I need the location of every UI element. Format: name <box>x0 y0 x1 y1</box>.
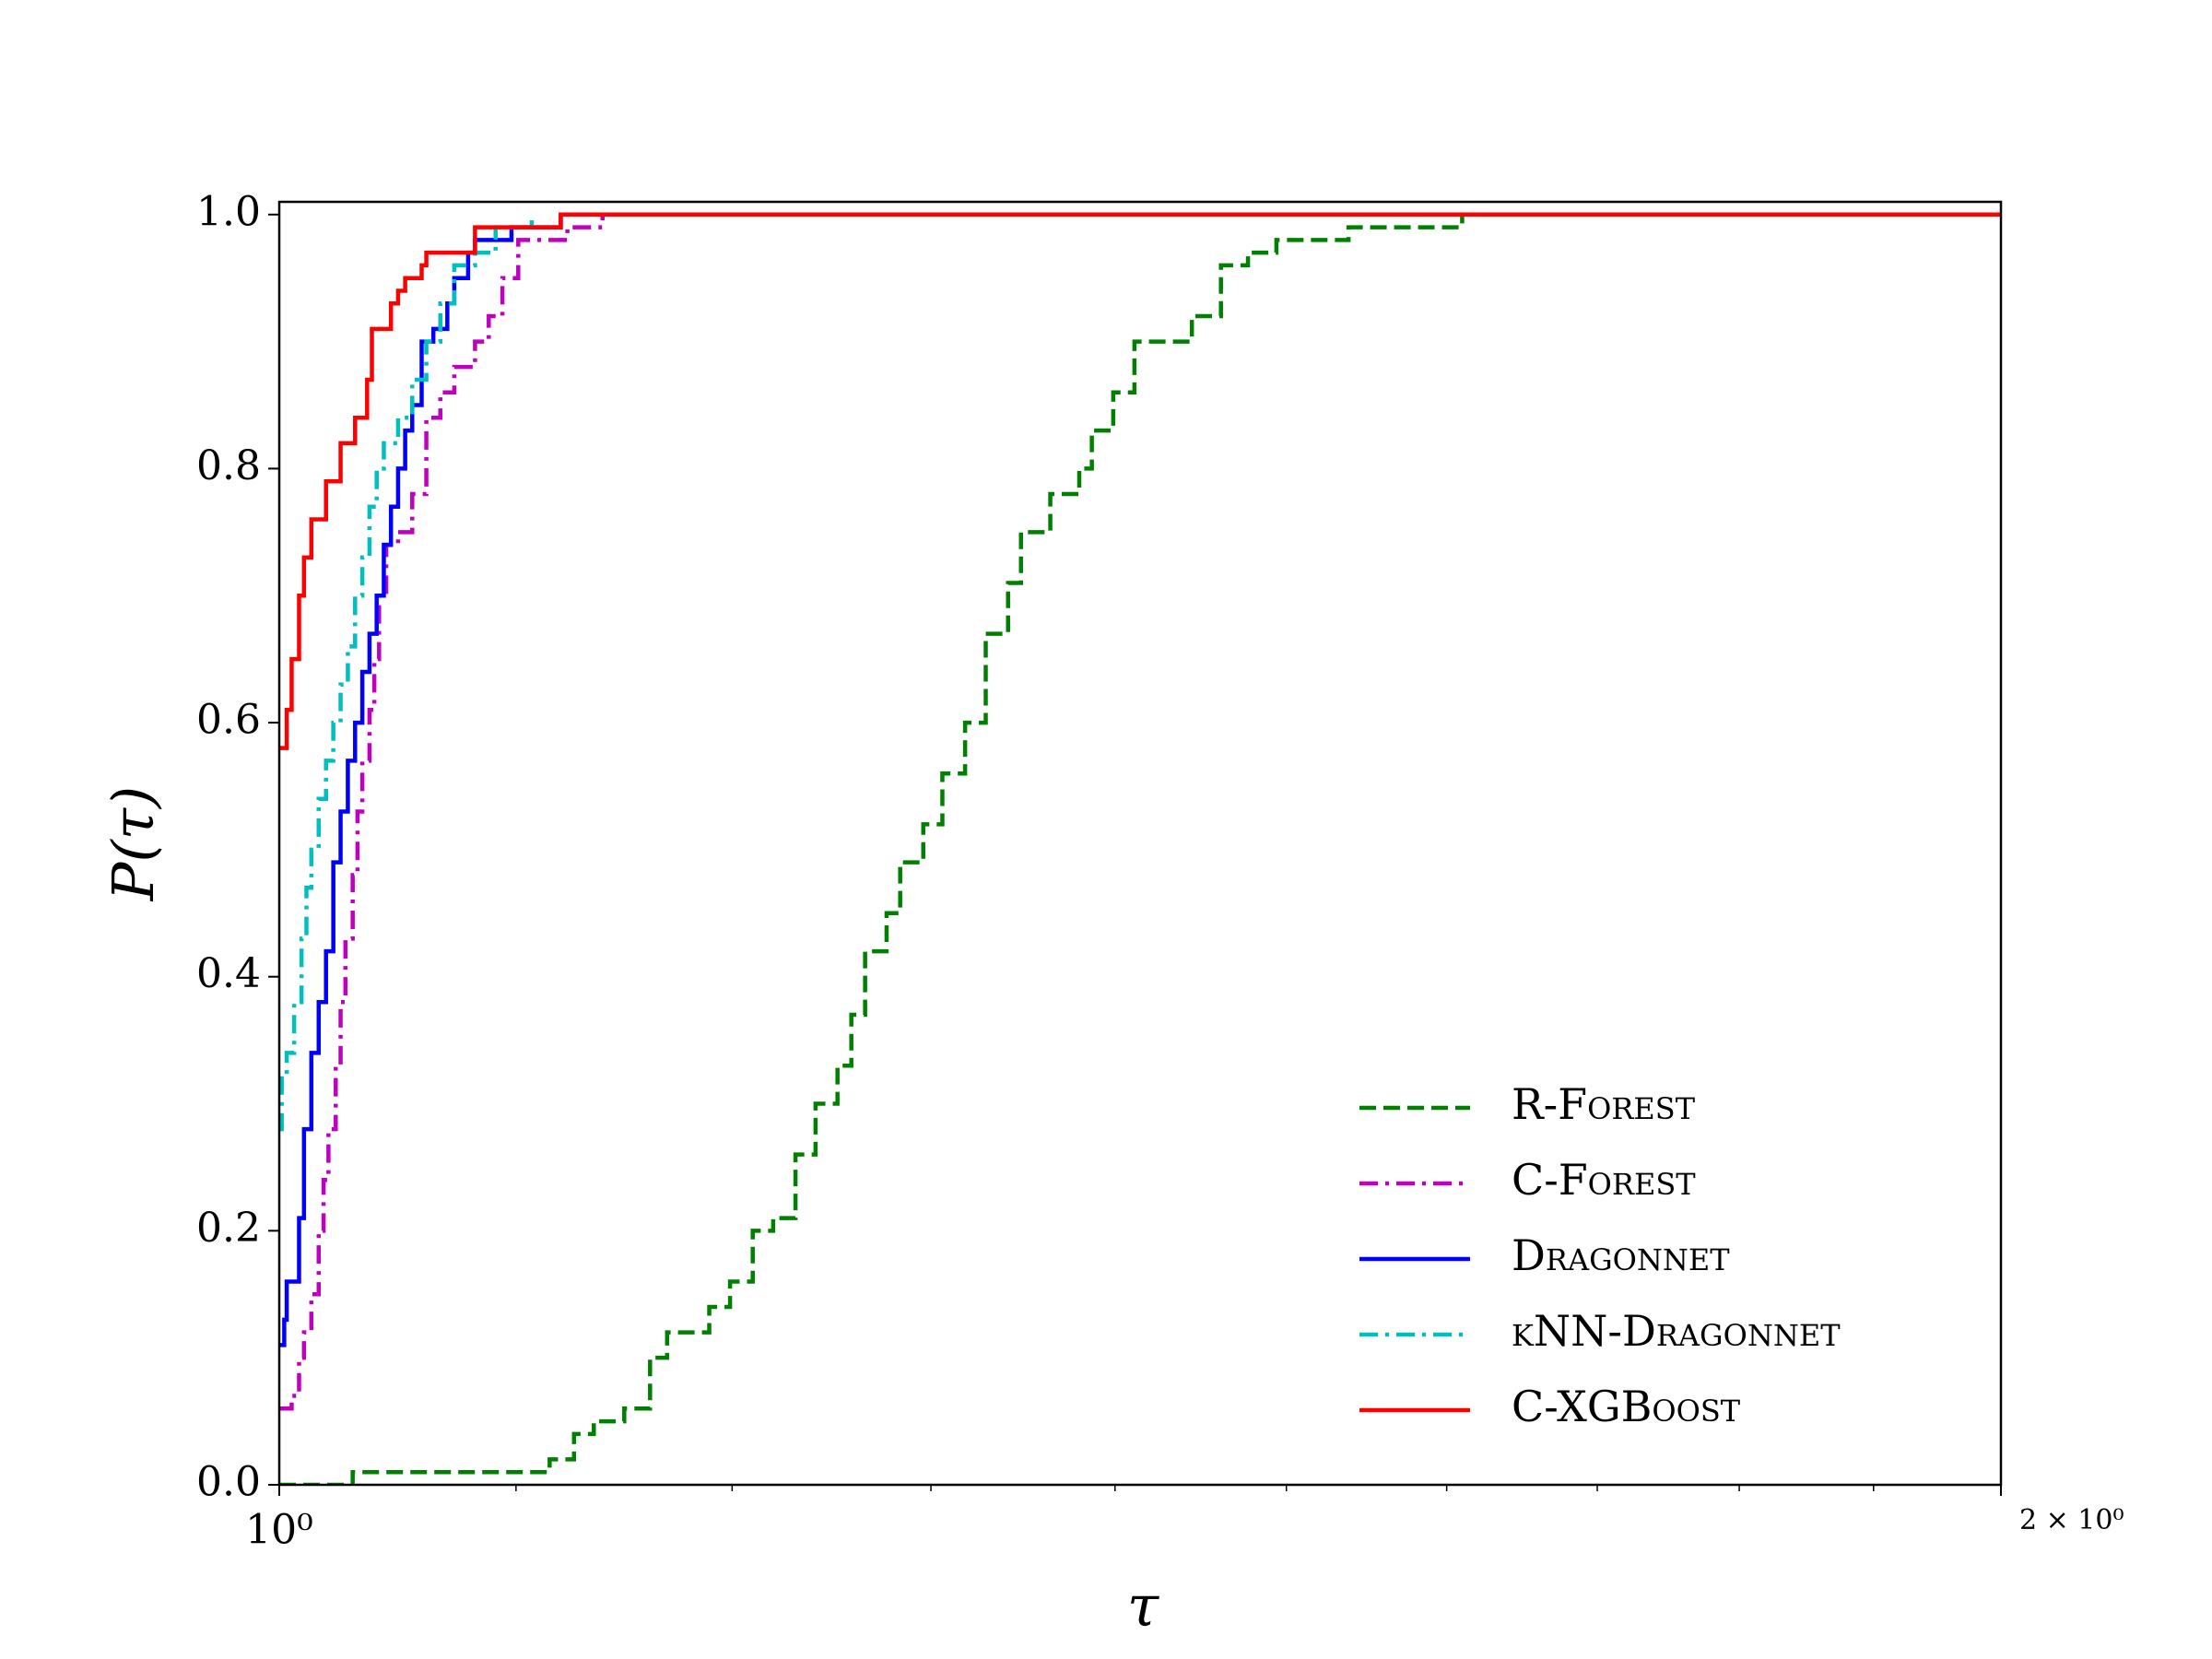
y-tick-label: 0.8 <box>196 442 261 489</box>
y-axis-label: P(τ) <box>100 786 167 901</box>
y-tick-label: 1.0 <box>196 188 261 235</box>
plot-frame <box>277 200 2003 1487</box>
series-line <box>279 214 535 1132</box>
y-tick-label: 0.2 <box>196 1205 261 1252</box>
legend-label: Dragonnet <box>1512 1230 1730 1280</box>
series-line <box>279 214 563 1347</box>
x-axis-label: τ <box>1127 1572 1160 1640</box>
series-line <box>279 212 2001 1485</box>
y-tick-label: 0.4 <box>196 950 261 997</box>
y-tick-label: 0.6 <box>196 697 261 744</box>
series-line <box>279 214 605 1411</box>
series-line <box>279 212 2001 750</box>
x-tick-label: 2 × 10⁰ <box>2019 1504 2124 1536</box>
legend-label: kNN-Dragonnet <box>1512 1306 1841 1356</box>
y-tick-label: 0.0 <box>196 1459 261 1506</box>
legend-label: R-Forest <box>1512 1079 1696 1129</box>
legend-label: C-Forest <box>1512 1155 1696 1205</box>
legend-label: C-XGBoost <box>1512 1382 1741 1431</box>
x-tick-label: 10⁰ <box>245 1507 313 1554</box>
